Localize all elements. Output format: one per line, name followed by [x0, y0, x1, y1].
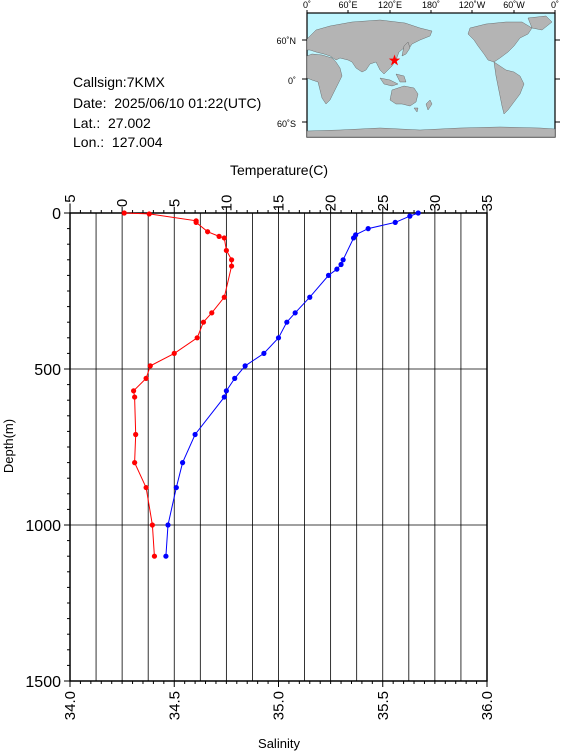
temperature-point — [216, 233, 222, 239]
temperature-point — [171, 350, 177, 356]
temperature-line — [124, 212, 233, 557]
temperature-point — [133, 431, 139, 438]
station-marker-icon — [388, 54, 401, 66]
salinity-tick-label: 35.5 — [375, 691, 392, 720]
salinity-point — [284, 319, 290, 325]
temperature-point — [146, 211, 152, 217]
temperature-point — [221, 294, 227, 300]
salinity-tick-label: 34.5 — [166, 691, 183, 720]
map-lon-label: 180˚ — [422, 0, 440, 10]
temperature-tick-label: 30 — [427, 195, 444, 212]
map-lat-label: 0˚ — [288, 76, 296, 86]
chart-grid — [70, 213, 487, 681]
salinity-tick-label: 35.0 — [271, 691, 288, 720]
salinity-point — [407, 213, 413, 219]
map-lon-label: 120˚E — [378, 0, 402, 10]
salinity-point — [163, 553, 169, 559]
salinity-point — [223, 388, 229, 394]
salinity-tick-label: 36.0 — [479, 691, 496, 720]
salinity-point — [307, 294, 313, 300]
temperature-point — [147, 363, 153, 369]
salinity-point — [179, 460, 186, 466]
callsign-text: Callsign:7KMX — [73, 74, 165, 90]
depth-axis-title: Depth(m) — [1, 419, 16, 473]
map-lat-label: 60˚S — [277, 119, 296, 129]
salinity-point — [334, 266, 340, 272]
map-lon-label: 60˚E — [338, 0, 357, 10]
salinity-point — [173, 484, 179, 491]
temperature-tick-label: 0 — [114, 199, 131, 207]
temperature-point — [143, 484, 149, 491]
date-text: Date: 2025/06/10 01:22(UTC) — [73, 95, 262, 111]
latitude-text: Lat.: 27.002 — [73, 115, 151, 131]
map-lon-label: 0˚ — [303, 0, 311, 10]
map-lon-label: 0˚ — [551, 0, 559, 10]
salinity-axis-title: Salinity — [258, 736, 300, 751]
temperature-point — [130, 388, 137, 394]
temperature-point — [221, 235, 227, 241]
temperature-point — [193, 219, 199, 225]
salinity-point — [365, 226, 371, 232]
salinity-point — [242, 363, 248, 369]
salinity-point — [325, 272, 332, 278]
temperature-tick-label: 5 — [166, 199, 183, 207]
temperature-tick-label: 10 — [218, 195, 235, 212]
longitude-text: Lon.: 127.004 — [73, 134, 163, 150]
temperature-point — [149, 522, 155, 528]
salinity-point — [392, 219, 398, 225]
chart-axes — [64, 207, 488, 687]
salinity-point — [338, 261, 344, 268]
temperature-point — [223, 247, 229, 254]
temperature-tick-label: −5 — [62, 194, 79, 211]
salinity-point — [165, 522, 171, 528]
depth-tick-label: 1500 — [25, 674, 61, 691]
map-land — [306, 15, 556, 138]
temperature-tick-label: 25 — [375, 195, 392, 212]
temperature-point — [228, 263, 235, 269]
temperature-axis-title: Temperature(C) — [230, 162, 328, 178]
chart-series — [121, 210, 421, 559]
salinity-point — [261, 350, 267, 356]
temperature-point — [209, 310, 215, 316]
temperature-point — [143, 375, 149, 381]
salinity-point — [292, 310, 298, 316]
salinity-point — [340, 257, 346, 263]
salinity-point — [232, 375, 238, 381]
temperature-point — [205, 229, 211, 235]
temperature-point — [121, 210, 127, 216]
world-map: 0˚ 60˚E 120˚E 180˚ 120˚W 60˚W 0˚ 60˚N 0˚… — [276, 0, 560, 138]
temperature-point — [132, 460, 138, 466]
temperature-point — [228, 257, 235, 263]
depth-tick-label: 1000 — [25, 518, 61, 535]
salinity-point — [221, 394, 227, 400]
map-lon-label: 60˚W — [503, 0, 525, 10]
depth-tick-label: 0 — [52, 206, 61, 223]
depth-tick-label: 500 — [34, 362, 61, 379]
temperature-tick-label: 15 — [271, 195, 288, 212]
salinity-point — [192, 431, 198, 438]
temperature-point — [151, 553, 158, 559]
temperature-point — [200, 319, 207, 325]
temperature-tick-label: 20 — [323, 195, 340, 212]
temperature-point — [132, 394, 138, 400]
salinity-point — [415, 210, 421, 216]
temperature-point — [194, 335, 200, 341]
map-lat-label: 60˚N — [276, 36, 296, 46]
salinity-line — [165, 212, 419, 557]
map-lon-label: 120˚W — [459, 0, 486, 10]
salinity-point — [350, 235, 357, 241]
temperature-tick-label: 35 — [479, 195, 496, 212]
salinity-point — [275, 335, 282, 341]
salinity-tick-label: 34.0 — [62, 691, 79, 720]
